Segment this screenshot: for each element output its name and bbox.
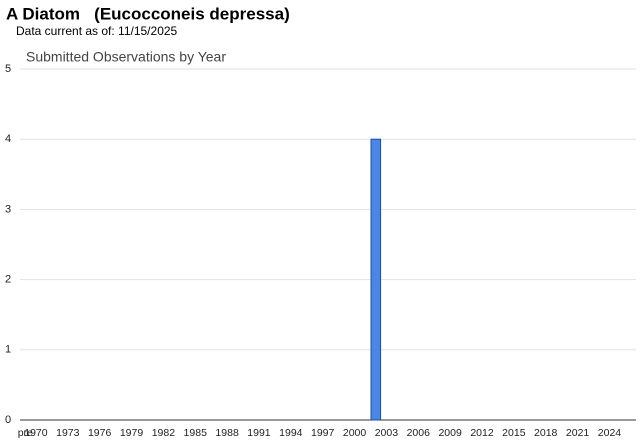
x-tick-label: pre	[18, 427, 33, 439]
y-tick-label: 2	[5, 274, 11, 286]
x-tick-label: 2006	[407, 427, 431, 439]
chart-title: Submitted Observations by Year	[26, 49, 226, 65]
page-title: A Diatom (Eucocconeis depressa)	[6, 4, 290, 23]
bar	[370, 138, 382, 421]
x-tick-label: 1985	[184, 427, 208, 439]
x-tick-label: 1973	[56, 427, 80, 439]
x-tick-label: 1979	[120, 427, 144, 439]
x-tick-label: 1988	[215, 427, 239, 439]
x-tick-label: 1991	[247, 427, 271, 439]
x-tick-label: 1997	[311, 427, 335, 439]
x-tick-label: 2009	[438, 427, 462, 439]
x-tick-label: 2024	[598, 427, 622, 439]
x-tick-label: 2003	[375, 427, 399, 439]
x-tick-label: 2021	[566, 427, 590, 439]
x-tick-label: 1982	[152, 427, 176, 439]
y-tick-label: 3	[5, 203, 11, 215]
x-tick-label: 1976	[88, 427, 112, 439]
y-tick-label: 5	[5, 63, 11, 75]
subtitle: Data current as of: 11/15/2025	[16, 24, 178, 38]
y-tick-label: 0	[5, 414, 11, 426]
x-tick-label: 2000	[343, 427, 367, 439]
y-tick-label: 4	[5, 133, 11, 145]
x-tick-label: 2018	[534, 427, 558, 439]
y-tick-label: 1	[5, 344, 11, 356]
x-tick-label: 2012	[470, 427, 494, 439]
x-tick-label: 1994	[279, 427, 303, 439]
x-tick-label: 2015	[502, 427, 526, 439]
x-tick-label: 1970	[24, 427, 48, 439]
